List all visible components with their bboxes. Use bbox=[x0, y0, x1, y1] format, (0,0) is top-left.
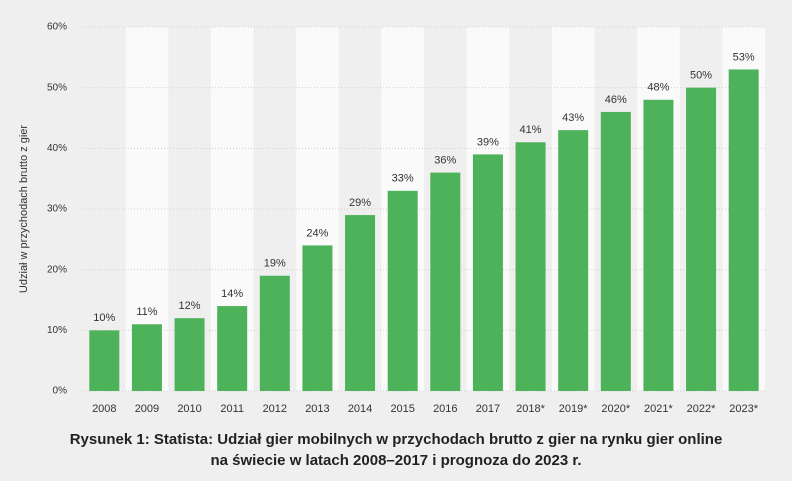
x-tick-label: 2014 bbox=[348, 403, 372, 415]
y-tick-label: 30% bbox=[47, 204, 67, 215]
x-tick-label: 2021* bbox=[644, 403, 673, 415]
value-label: 19% bbox=[264, 258, 286, 270]
x-tick-label: 2020* bbox=[601, 403, 630, 415]
x-tick-label: 2012 bbox=[263, 403, 287, 415]
bar bbox=[217, 306, 248, 391]
chart: Udział w przychodach brutto z gier 0% 10%… bbox=[18, 22, 765, 415]
value-label: 10% bbox=[93, 312, 115, 324]
value-label: 50% bbox=[690, 70, 712, 82]
x-tick-label: 2011 bbox=[220, 403, 244, 415]
x-tick-label: 2023* bbox=[729, 403, 758, 415]
y-axis-label: Udział w przychodach brutto z gier bbox=[18, 125, 30, 293]
x-tick-label: 2022* bbox=[687, 403, 716, 415]
value-label: 41% bbox=[520, 124, 542, 136]
y-tick-label: 60% bbox=[47, 22, 67, 33]
bar bbox=[387, 190, 418, 391]
bar bbox=[89, 330, 120, 391]
y-tick-label: 20% bbox=[47, 264, 67, 275]
y-tick-label: 0% bbox=[53, 386, 68, 397]
value-label: 36% bbox=[434, 155, 456, 167]
bar bbox=[472, 154, 503, 391]
x-tick-label: 2015 bbox=[390, 403, 414, 415]
x-tick-label: 2016 bbox=[433, 403, 457, 415]
x-tick-label: 2017 bbox=[476, 403, 500, 415]
bar bbox=[686, 87, 717, 392]
x-tick-label: 2019* bbox=[559, 403, 588, 415]
value-label: 33% bbox=[392, 173, 414, 185]
x-tick-label: 2013 bbox=[305, 403, 329, 415]
x-tick-label: 2009 bbox=[135, 403, 159, 415]
value-label: 24% bbox=[306, 227, 328, 239]
value-label: 39% bbox=[477, 136, 499, 148]
bar bbox=[430, 172, 461, 391]
x-tick-label: 2008 bbox=[92, 403, 116, 415]
value-label: 46% bbox=[605, 94, 627, 106]
bar bbox=[174, 318, 205, 391]
value-label: 43% bbox=[562, 112, 584, 124]
bar bbox=[515, 142, 546, 391]
x-tick-label: 2018* bbox=[516, 403, 545, 415]
y-tick-label: 10% bbox=[47, 325, 67, 336]
bar bbox=[600, 111, 631, 391]
bar bbox=[302, 245, 333, 391]
bar bbox=[558, 130, 589, 391]
value-label: 11% bbox=[136, 306, 157, 318]
y-tick-label: 50% bbox=[47, 82, 67, 93]
bar bbox=[643, 99, 674, 392]
x-tick-label: 2010 bbox=[177, 403, 201, 415]
caption-line: Rysunek 1: Statista: Udział gier mobilny… bbox=[69, 431, 723, 448]
value-label: 48% bbox=[647, 82, 669, 94]
bar bbox=[345, 215, 376, 391]
value-label: 29% bbox=[349, 197, 371, 209]
y-tick-label: 40% bbox=[47, 143, 67, 154]
value-label: 14% bbox=[221, 288, 243, 300]
bar bbox=[728, 69, 759, 391]
value-label: 53% bbox=[733, 51, 755, 63]
caption-line: na świecie w latach 2008–2017 i prognoza… bbox=[210, 452, 582, 469]
bar bbox=[259, 275, 290, 391]
value-label: 12% bbox=[179, 300, 201, 312]
bar bbox=[131, 324, 162, 391]
